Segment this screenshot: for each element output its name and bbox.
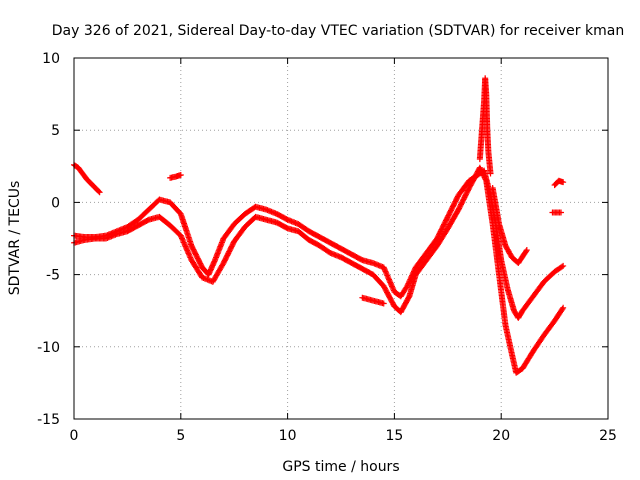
data-point <box>559 305 566 312</box>
data-point <box>560 179 567 186</box>
y-tick-label: 0 <box>51 195 60 211</box>
y-tick-label: -15 <box>37 412 60 428</box>
data-point <box>95 188 102 195</box>
y-axis-label: SDTVAR / TECUs <box>7 181 23 296</box>
data-point <box>558 209 565 216</box>
data-point <box>405 280 412 287</box>
series-track-a <box>71 161 103 196</box>
series-track-i <box>549 209 565 216</box>
y-tick-label: -5 <box>46 268 60 284</box>
plot-frame <box>73 57 609 420</box>
x-tick-label: 25 <box>599 428 617 444</box>
data-points <box>71 75 567 376</box>
x-tick-label: 0 <box>70 428 79 444</box>
data-point <box>404 281 411 288</box>
data-point <box>523 248 530 255</box>
series-track-d <box>476 75 494 177</box>
chart-title: Day 326 of 2021, Sidereal Day-to-day VTE… <box>52 23 624 39</box>
x-tick-label: 5 <box>176 428 185 444</box>
data-point <box>560 304 567 311</box>
y-tick-label: -10 <box>37 340 60 356</box>
data-point <box>560 262 567 269</box>
series-track-h <box>551 177 567 189</box>
y-tick-label: 5 <box>51 123 60 139</box>
data-point <box>482 176 489 183</box>
x-tick-label: 15 <box>385 428 403 444</box>
axis-ticks: 0 5 10 15 20 25 -15 -10 -5 0 5 10 <box>37 51 617 444</box>
x-tick-label: 20 <box>492 428 510 444</box>
data-point <box>404 283 411 290</box>
x-axis-label: GPS time / hours <box>282 459 399 475</box>
data-point <box>558 263 565 270</box>
y-tick-label: 10 <box>42 51 60 67</box>
data-point <box>96 189 103 196</box>
data-point <box>380 300 387 307</box>
series-track-f <box>167 171 184 181</box>
x-tick-label: 10 <box>279 428 297 444</box>
series-track-e <box>489 184 530 267</box>
series-track-g <box>359 294 387 307</box>
series-track-c <box>71 164 567 376</box>
data-point <box>523 247 530 254</box>
data-point <box>177 171 184 178</box>
data-point <box>487 170 494 177</box>
